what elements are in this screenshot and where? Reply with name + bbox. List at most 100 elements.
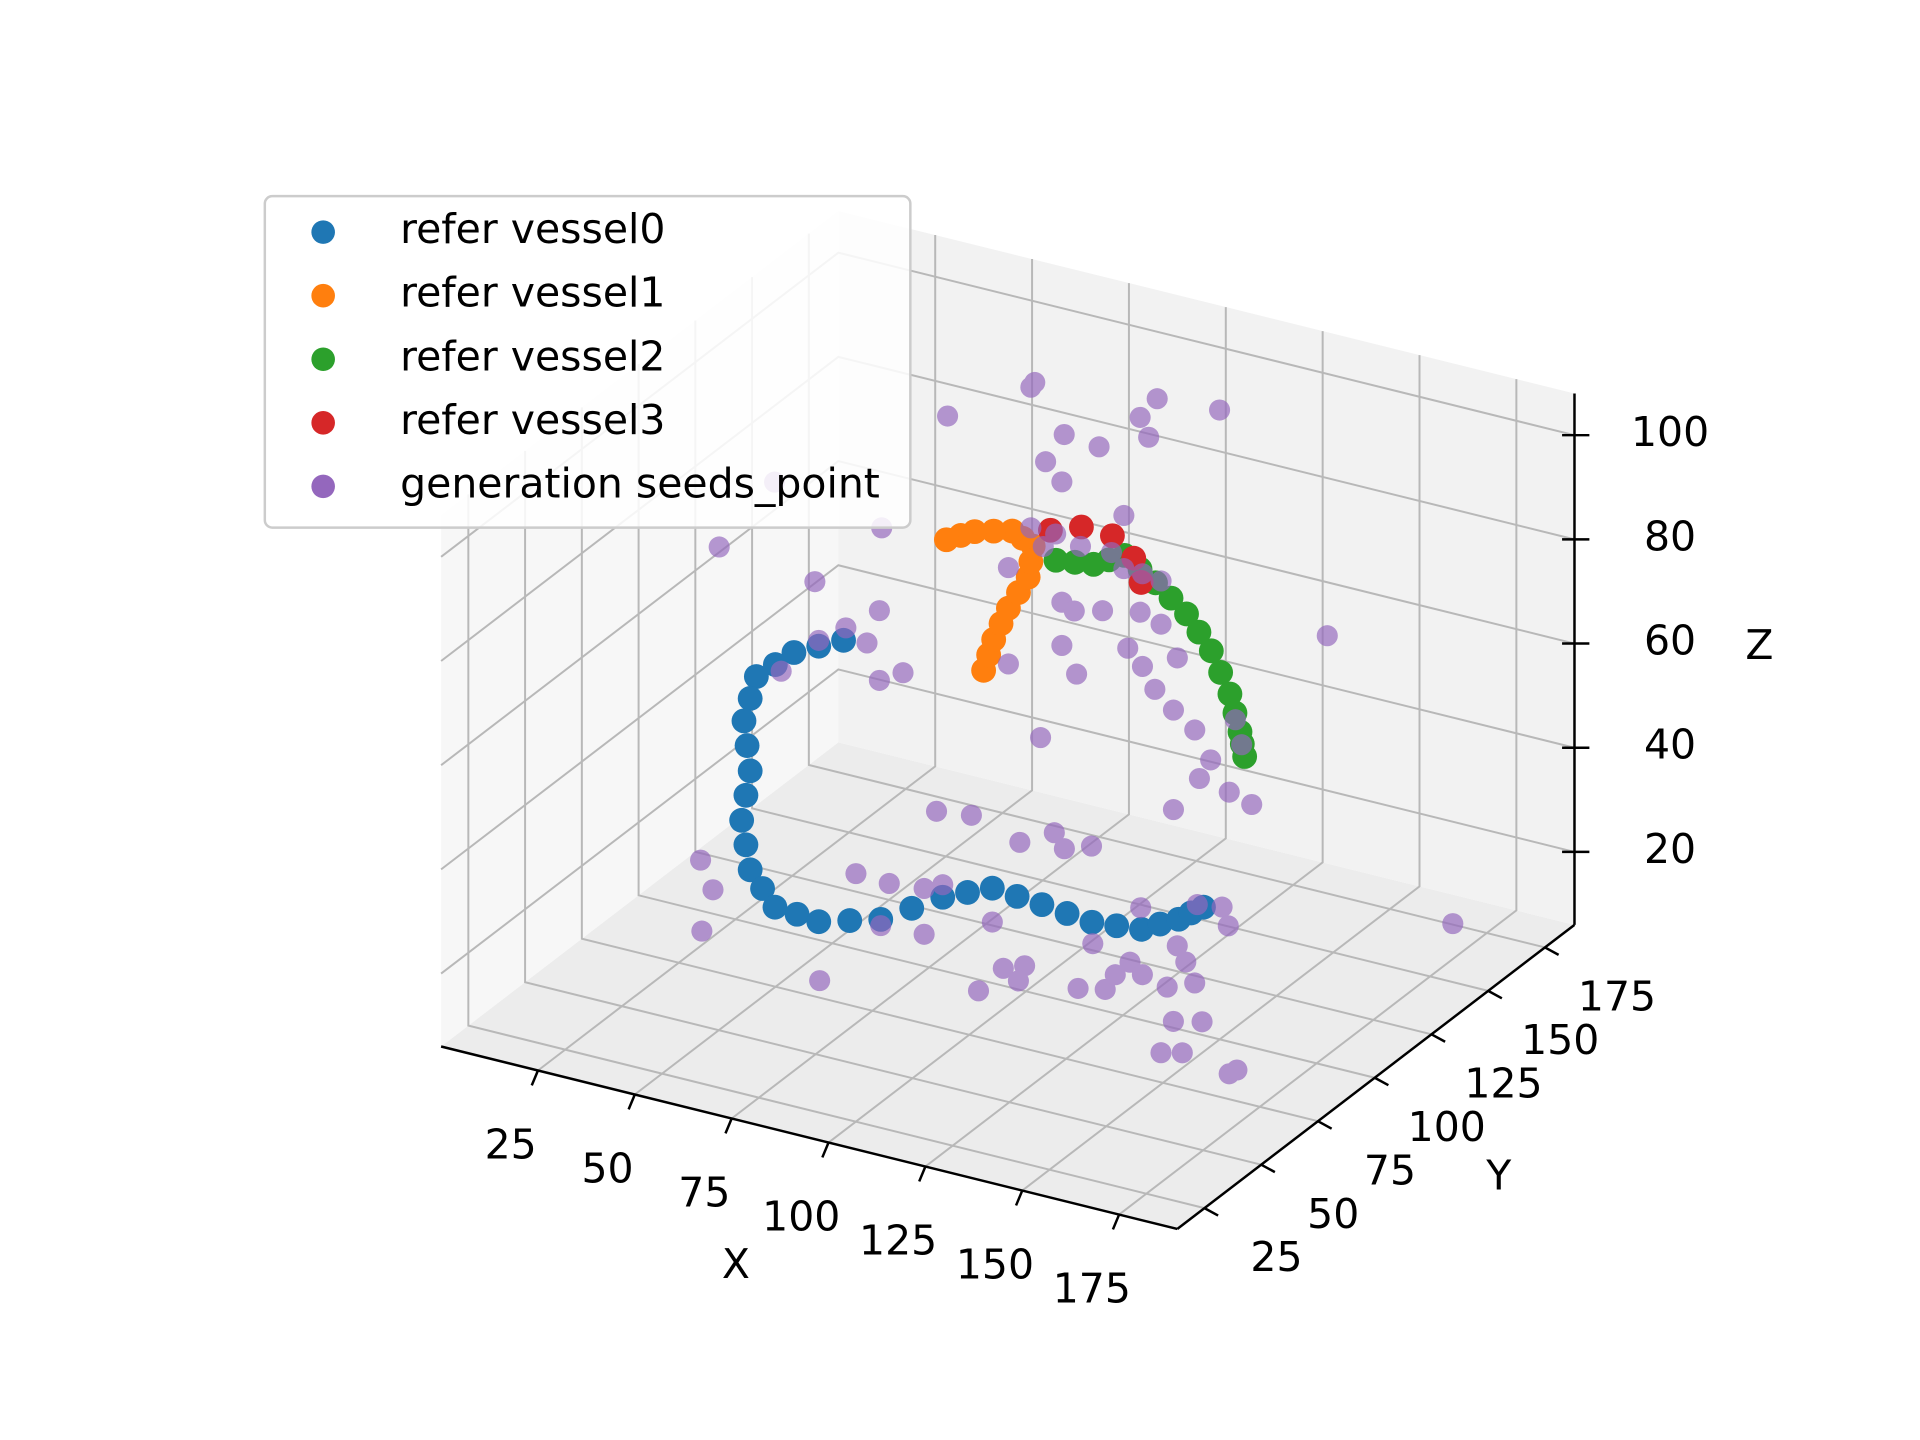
point <box>1198 638 1224 664</box>
x-tick <box>627 1094 636 1110</box>
point <box>734 733 760 759</box>
point <box>1051 471 1073 493</box>
legend-marker <box>311 283 335 308</box>
point <box>1009 831 1031 853</box>
point <box>1138 426 1160 448</box>
y-tick-label: 100 <box>1408 1103 1486 1151</box>
point <box>1029 892 1055 918</box>
legend-marker <box>311 411 335 435</box>
axes: 2550751001251501752550751001251501752040… <box>440 393 1773 1313</box>
y-tick-label: 75 <box>1364 1146 1416 1194</box>
y-tick <box>1317 1120 1333 1130</box>
grid-line <box>827 307 1227 1144</box>
legend: refer vessel0 refer vessel1 refer vessel2 r… <box>263 194 912 529</box>
point <box>1066 663 1088 685</box>
x-tick-label: 75 <box>678 1168 730 1216</box>
point <box>1080 835 1103 857</box>
point <box>1079 909 1105 935</box>
grid-line <box>1118 379 1518 1216</box>
grid-line <box>924 331 1324 1168</box>
point <box>1054 901 1080 926</box>
series <box>729 627 1216 942</box>
point <box>845 863 867 885</box>
point <box>1226 1059 1248 1081</box>
point <box>1188 767 1210 790</box>
point <box>1200 749 1222 771</box>
point <box>967 980 990 1002</box>
point <box>1129 406 1151 428</box>
point <box>1162 799 1185 821</box>
z-axis-label: Z <box>1745 621 1773 669</box>
point <box>702 879 724 901</box>
point <box>691 920 713 942</box>
point <box>1162 1010 1184 1032</box>
x-tick-label: 25 <box>485 1120 537 1168</box>
point <box>1156 976 1178 998</box>
point <box>1069 514 1094 540</box>
point <box>1174 601 1199 627</box>
point <box>1131 964 1153 986</box>
point <box>1088 436 1110 458</box>
point <box>729 807 755 833</box>
point <box>835 617 857 639</box>
y-tick <box>1430 1033 1446 1043</box>
point <box>1175 951 1197 973</box>
y-tick <box>1544 946 1560 956</box>
point <box>1184 719 1206 741</box>
point <box>1104 913 1130 939</box>
x-axis-label: X <box>722 1240 750 1288</box>
point <box>708 536 730 558</box>
x-tick <box>530 1070 540 1086</box>
point <box>868 600 890 622</box>
point <box>1113 504 1135 527</box>
point <box>992 957 1014 979</box>
x-tick-label: 50 <box>581 1144 633 1192</box>
series <box>690 371 1464 1085</box>
z-tick-label: 80 <box>1644 512 1696 560</box>
point <box>913 877 935 900</box>
x-tick <box>1111 1214 1121 1230</box>
point <box>955 880 980 905</box>
y-tick <box>1203 1207 1219 1217</box>
point <box>1069 535 1092 557</box>
point <box>1131 563 1154 585</box>
point <box>1191 1011 1213 1033</box>
point <box>932 874 954 896</box>
x-tick-label: 125 <box>859 1217 937 1265</box>
point <box>1217 915 1239 937</box>
point <box>1020 517 1042 539</box>
point <box>1224 709 1247 731</box>
point <box>1158 585 1184 611</box>
grid-line <box>440 564 1575 871</box>
point <box>997 557 1019 579</box>
point <box>1231 734 1253 756</box>
point <box>1241 793 1263 816</box>
y-tick-label: 50 <box>1307 1190 1359 1238</box>
point <box>1184 972 1206 994</box>
y-axis-label: Y <box>1485 1152 1512 1200</box>
legend-label: refer vessel0 <box>400 205 665 253</box>
legend-box <box>263 194 912 529</box>
point <box>1043 822 1065 844</box>
point <box>1147 911 1173 937</box>
point <box>1100 541 1123 564</box>
grid-line <box>637 363 1375 1079</box>
grid-line <box>731 283 1130 1120</box>
legend-marker <box>311 347 335 372</box>
z-tick-label: 20 <box>1644 825 1696 873</box>
grid-line <box>524 450 1262 1166</box>
point <box>1186 619 1212 645</box>
point <box>809 970 831 992</box>
y-tick-label: 175 <box>1578 973 1656 1021</box>
point <box>1166 647 1188 669</box>
point <box>1007 970 1029 992</box>
legend-label: refer vessel2 <box>400 332 665 380</box>
point <box>1150 570 1172 592</box>
grid-line <box>634 259 1034 1096</box>
grid-line <box>537 235 937 1072</box>
point <box>1186 894 1208 916</box>
point <box>913 923 935 945</box>
point <box>784 901 810 927</box>
point <box>892 662 914 684</box>
point <box>1162 699 1185 721</box>
